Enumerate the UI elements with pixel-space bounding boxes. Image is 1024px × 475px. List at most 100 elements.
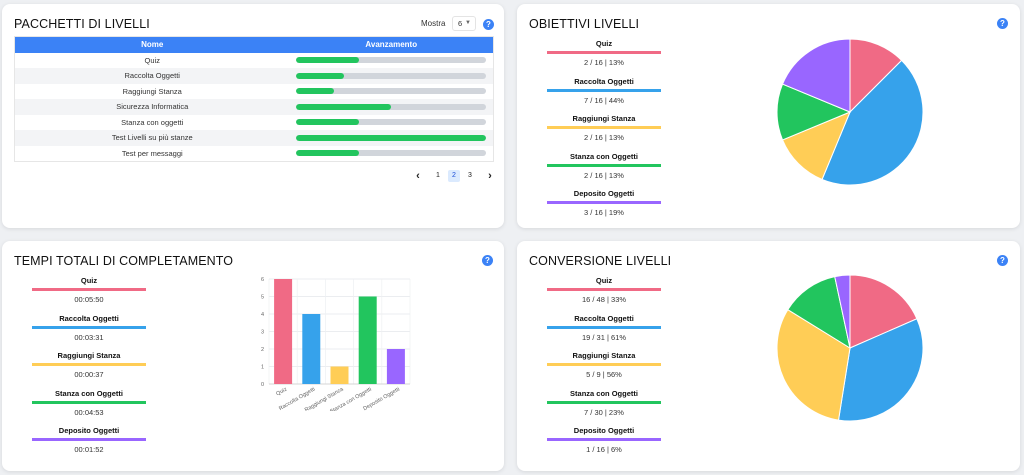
legend-item: Deposito Oggetti 00:01:52 <box>32 426 146 454</box>
legend-item: Deposito Oggetti 3 / 16 | 19% <box>547 189 661 217</box>
page-button[interactable]: 2 <box>448 170 460 182</box>
table-row[interactable]: Quiz <box>15 53 494 69</box>
pagination: ‹ 1 2 3 › <box>412 170 496 182</box>
legend-label: Raggiungi Stanza <box>572 114 636 123</box>
pie-slice[interactable] <box>781 111 851 181</box>
legend-label: Deposito Oggetti <box>573 189 635 198</box>
legend-label: Quiz <box>80 276 98 285</box>
bar[interactable] <box>330 366 349 385</box>
legend-label: Raggiungi Stanza <box>57 351 121 360</box>
progress-bar <box>296 72 487 79</box>
table-row[interactable]: Raccolta Oggetti <box>14 68 494 84</box>
legend-item: Raggiungi Stanza 5 / 9 | 56% <box>547 351 661 379</box>
legend-color-bar <box>547 163 661 167</box>
legend-label: Stanza con Oggetti <box>55 388 123 398</box>
column-header-name[interactable]: Nome <box>14 36 290 53</box>
legend-item: Quiz 2 / 16 | 13% <box>547 39 661 67</box>
progress-cell <box>289 68 494 84</box>
bar[interactable] <box>386 349 405 384</box>
help-icon[interactable]: ? <box>997 255 1008 266</box>
legend-color-bar <box>547 438 661 441</box>
pie-slice[interactable] <box>837 318 924 422</box>
legend-value: 16 / 48 | 33% <box>581 295 627 304</box>
legend-item: Raccolta Oggetti 00:03:31 <box>32 314 146 342</box>
pie-slice[interactable] <box>849 38 903 114</box>
bar[interactable] <box>274 279 293 384</box>
table-row[interactable]: Raggiungi Stanza <box>15 84 494 100</box>
legend-item: Raccolta Oggetti 19 / 31 | 61% <box>547 314 661 342</box>
legend-value: 3 / 16 | 19% <box>584 208 624 217</box>
table-header-row: Nome Avanzamento <box>14 36 494 53</box>
level-name: Test Livelli su più stanze <box>14 130 290 146</box>
y-tick-label: 6 <box>261 277 264 283</box>
card-title: PACCHETTI DI LIVELLI <box>14 17 150 31</box>
legend-color-bar <box>547 288 661 291</box>
progress-bar <box>296 88 487 95</box>
card-title: TEMPI TOTALI DI COMPLETAMENTO <box>14 254 234 268</box>
pie-slice[interactable] <box>787 276 851 350</box>
level-name: Stanza con oggetti <box>121 117 184 127</box>
progress-fill <box>296 134 487 141</box>
progress-cell <box>290 53 494 69</box>
legend-color-bar <box>32 288 146 291</box>
y-tick-label: 2 <box>261 347 264 353</box>
y-tick-label: 5 <box>261 295 264 301</box>
pie-slice[interactable] <box>821 59 924 186</box>
table-row[interactable]: Stanza con oggetti <box>15 115 494 131</box>
pacchetti-card: PACCHETTI DI LIVELLI Mostra 6 ▼ ? Nome A… <box>2 4 504 228</box>
legend-item: Stanza con Oggetti 7 / 30 | 23% <box>547 389 661 417</box>
y-tick-label: 1 <box>261 365 264 371</box>
progress-cell <box>289 99 494 115</box>
legend-item: Quiz 16 / 48 | 33% <box>547 276 661 304</box>
legend-color-bar <box>547 51 661 54</box>
y-tick-label: 0 <box>261 382 264 388</box>
progress-bar <box>296 134 487 141</box>
page-button[interactable]: 1 <box>436 172 440 179</box>
legend-label: Stanza con Oggetti <box>570 388 638 398</box>
legend-item: Quiz 00:05:50 <box>32 276 146 304</box>
help-icon[interactable]: ? <box>483 19 494 30</box>
legend-item: Stanza con Oggetti 00:04:53 <box>32 389 146 417</box>
legend-value: 1 / 16 | 6% <box>586 445 622 454</box>
progress-bar <box>296 103 487 110</box>
conversione-card: CONVERSIONE LIVELLI ? Quiz 16 / 48 | 33% R… <box>517 241 1020 471</box>
legend-item: Raggiungi Stanza 2 / 16 | 13% <box>547 114 661 142</box>
legend-value: 00:03:31 <box>74 332 104 342</box>
page-size-select[interactable]: 6 ▼ <box>452 16 476 31</box>
legend-label: Raccolta Oggetti <box>574 76 634 86</box>
column-header-progress[interactable]: Avanzamento <box>289 36 494 53</box>
card-title: CONVERSIONE LIVELLI <box>529 254 672 268</box>
bar[interactable] <box>302 314 321 384</box>
pie-slice[interactable] <box>849 274 918 349</box>
legend-value: 7 / 16 | 44% <box>584 95 624 105</box>
prev-page-icon[interactable]: ‹ <box>416 170 420 182</box>
page-button[interactable]: 3 <box>468 172 472 179</box>
level-name: Raggiungi Stanza <box>122 86 182 96</box>
legend-value: 00:04:53 <box>74 407 104 417</box>
legend-color-bar <box>32 363 146 366</box>
legend-color-bar <box>547 201 661 204</box>
legend-color-bar <box>547 88 661 92</box>
bar[interactable] <box>358 296 377 385</box>
progress-fill <box>296 119 359 126</box>
legend-label: Quiz <box>595 276 613 285</box>
next-page-icon[interactable]: › <box>488 170 492 182</box>
x-tick-label: Quiz <box>275 386 288 397</box>
help-icon[interactable]: ? <box>482 255 493 266</box>
level-name: Raccolta Oggetti <box>14 68 290 84</box>
pie-slice[interactable] <box>834 274 851 349</box>
pie-slice[interactable] <box>781 38 851 113</box>
pie-slice[interactable] <box>776 83 852 141</box>
legend-color-bar <box>32 325 146 329</box>
table-row[interactable]: Test Livelli su più stanze <box>14 130 494 146</box>
table-row[interactable]: Test per messaggi <box>15 146 494 162</box>
legend-label: Stanza con Oggetti <box>570 151 638 161</box>
table-row[interactable]: Sicurezza Informatica <box>14 99 494 115</box>
progress-fill <box>296 57 359 64</box>
legend-value: 7 / 30 | 23% <box>584 407 624 417</box>
legend-label: Deposito Oggetti <box>58 426 120 435</box>
obiettivi-card: OBIETTIVI LIVELLI ? Quiz 2 / 16 | 13% Racc… <box>517 4 1020 228</box>
legend-label: Deposito Oggetti <box>573 426 635 435</box>
help-icon[interactable]: ? <box>997 18 1008 29</box>
level-name: Sicurezza Informatica <box>14 99 290 115</box>
